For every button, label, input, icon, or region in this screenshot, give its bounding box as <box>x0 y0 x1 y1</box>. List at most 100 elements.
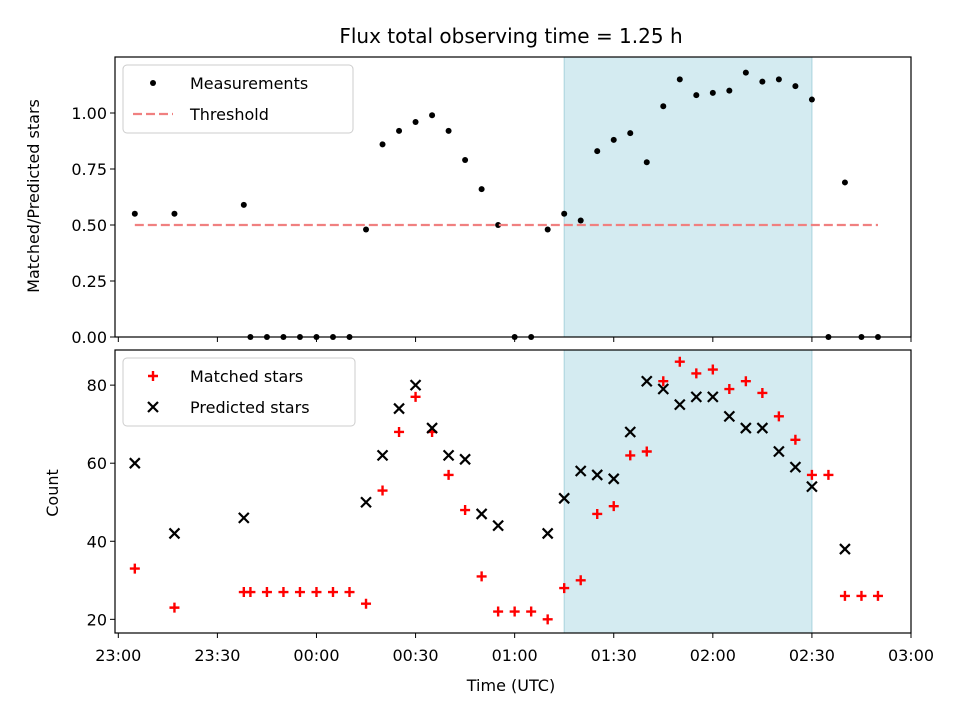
bottom-predicted-stars-point <box>839 543 851 555</box>
bottom-predicted-stars-point <box>459 453 471 466</box>
bottom-matched-stars-point <box>245 587 256 598</box>
bottom-predicted-stars-point <box>624 426 637 438</box>
bottom-predicted-stars-point <box>690 391 703 403</box>
top-measurements-point <box>676 76 683 83</box>
bottom-x-tick-label: 00:30 <box>393 646 439 665</box>
bottom-predicted-stars-point <box>773 445 785 458</box>
bottom-matched-stars-point <box>344 587 355 598</box>
top-measurements-point <box>462 157 469 164</box>
bottom-matched-stars-point <box>443 469 454 480</box>
bottom-matched-stars-point <box>724 384 735 395</box>
bottom-matched-stars-point <box>740 376 751 387</box>
bottom-matched-stars-point <box>460 505 471 516</box>
top-measurements-point <box>495 222 502 228</box>
bottom-matched-stars-point <box>542 614 553 625</box>
bottom-predicted-stars-point <box>492 519 504 532</box>
top-measurements-point <box>610 136 617 143</box>
bottom-matched-stars-point <box>311 587 322 598</box>
top-legend-measurements-swatch <box>150 80 156 86</box>
bottom-matched-stars-point <box>839 590 850 601</box>
bottom-predicted-stars-point <box>806 480 818 493</box>
top-y-tick-label: 0.75 <box>71 160 107 179</box>
top-measurements-point <box>742 69 749 76</box>
bottom-matched-stars-point <box>823 469 834 480</box>
top-measurements-point <box>544 226 551 233</box>
bottom-matched-stars-point <box>707 364 718 375</box>
bottom-axes-frame <box>114 349 912 634</box>
bottom-predicted-stars-point <box>607 473 620 485</box>
bottom-matched-stars-point <box>294 587 305 598</box>
bottom-x-tick-label: 00:00 <box>293 646 339 665</box>
top-measurements-point <box>792 83 799 90</box>
bottom-predicted-stars-point <box>426 422 438 434</box>
top-measurements-point <box>577 217 584 224</box>
top-measurements-point <box>379 141 386 148</box>
bottom-legend-predicted-stars-swatch <box>147 401 159 413</box>
top-panel: 0.00 0.25 0.50 0.75 1.00 Measurements Threshol… <box>71 56 912 347</box>
bottom-x-tick-label: 01:30 <box>591 646 637 665</box>
bottom-matched-stars-point <box>691 368 702 379</box>
bottom-matched-stars-point <box>592 508 603 519</box>
top-shaded-region <box>563 56 813 338</box>
bottom-predicted-stars-point <box>740 422 752 434</box>
bottom-matched-stars-point <box>129 563 140 574</box>
bottom-matched-stars-point <box>790 434 801 445</box>
bottom-matched-stars-point <box>361 598 372 609</box>
top-measurements-point <box>478 186 485 193</box>
bottom-matched-stars-point <box>674 356 685 367</box>
bottom-matched-stars-point <box>410 391 421 402</box>
top-measurements-point <box>363 226 370 233</box>
bottom-x-tick-label: 23:30 <box>194 646 240 665</box>
bottom-x-tick-label: 02:00 <box>690 646 736 665</box>
bottom-legend-predicted-stars-label: Predicted stars <box>190 398 310 417</box>
top-measurements-point <box>561 210 568 217</box>
bottom-predicted-stars-point <box>789 461 802 473</box>
bottom-predicted-stars-point <box>674 398 686 411</box>
bottom-matched-stars-point <box>641 446 652 457</box>
top-measurements-point <box>396 127 403 134</box>
bottom-predicted-stars-point <box>640 375 653 388</box>
top-measurements-point <box>775 76 782 83</box>
bottom-matched-stars-point <box>169 602 180 613</box>
bottom-y-tick-label: 20 <box>87 610 107 629</box>
bottom-predicted-stars-point <box>409 379 422 391</box>
bottom-matched-stars-point <box>806 469 817 480</box>
top-measurements-point <box>726 87 733 94</box>
bottom-matched-stars-point <box>559 583 570 594</box>
bottom-y-tick-label: 80 <box>87 376 107 395</box>
bottom-predicted-stars-point <box>376 449 389 462</box>
top-measurements-point <box>627 130 634 137</box>
bottom-x-tick-label: 01:00 <box>492 646 538 665</box>
top-measurements-point <box>759 78 766 85</box>
top-measurements-point <box>693 92 700 99</box>
bottom-matched-stars-point <box>658 376 669 387</box>
bottom-predicted-stars-point <box>541 527 554 540</box>
bottom-y-tick-label: 40 <box>87 532 107 551</box>
top-legend-measurements-label: Measurements <box>190 74 308 93</box>
bottom-predicted-stars-point <box>574 465 587 477</box>
bottom-legend-box <box>122 357 356 427</box>
bottom-predicted-stars-point <box>723 410 736 423</box>
bottom-predicted-stars-point <box>475 508 488 520</box>
bottom-matched-stars-point <box>394 426 405 437</box>
bottom-x-tick-label: 23:00 <box>95 646 141 665</box>
bottom-matched-stars-point <box>575 575 586 586</box>
x-axis-label: Time (UTC) <box>466 676 555 695</box>
bottom-x-tick-label: 03:00 <box>888 646 934 665</box>
bottom-matched-stars-point <box>526 606 537 617</box>
bottom-matched-stars-point <box>608 501 619 512</box>
bottom-predicted-stars-point <box>129 457 141 469</box>
bottom-predicted-stars-point <box>393 402 405 415</box>
top-y-tick-label: 0.25 <box>71 272 107 291</box>
bottom-matched-stars-point <box>625 450 636 461</box>
bottom-matched-stars-point <box>509 606 520 617</box>
bottom-matched-stars-point <box>261 587 272 598</box>
bottom-matched-stars-point <box>493 606 504 617</box>
bottom-shaded-region <box>563 349 813 634</box>
bottom-predicted-stars-point <box>657 383 670 395</box>
bottom-x-tick-label: 02:30 <box>789 646 835 665</box>
bottom-matched-stars-point <box>856 590 867 601</box>
top-measurements-point <box>643 159 650 166</box>
top-measurements-point <box>660 103 667 110</box>
